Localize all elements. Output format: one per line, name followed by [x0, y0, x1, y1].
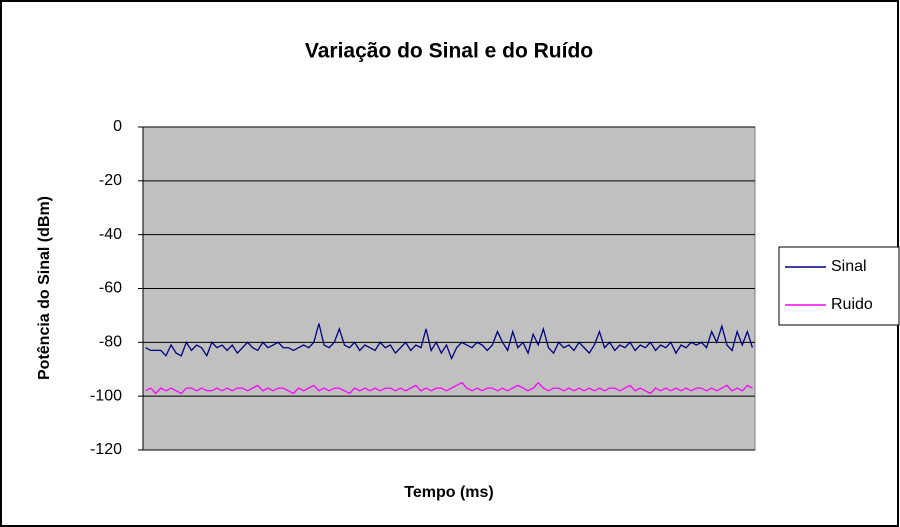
chart-title: Variação do Sinal e do Ruído — [305, 40, 593, 63]
x-axis-label: Tempo (ms) — [404, 484, 493, 501]
y-tick-label: -40 — [99, 226, 122, 243]
y-tick-label: -20 — [99, 172, 122, 189]
y-tick-label: -60 — [99, 280, 122, 297]
y-axis-label: Potência do Sinal (dBm) — [36, 196, 53, 380]
legend-label: Sinal — [831, 258, 867, 275]
series-line — [145, 323, 754, 361]
series-line — [145, 381, 753, 395]
y-tick-label: -120 — [90, 441, 122, 458]
legend — [778, 246, 900, 326]
y-tick-label: -100 — [90, 387, 122, 404]
legend-label: Ruido — [831, 296, 873, 313]
y-tick-label: -80 — [99, 334, 122, 351]
y-tick-label: 0 — [113, 118, 122, 135]
